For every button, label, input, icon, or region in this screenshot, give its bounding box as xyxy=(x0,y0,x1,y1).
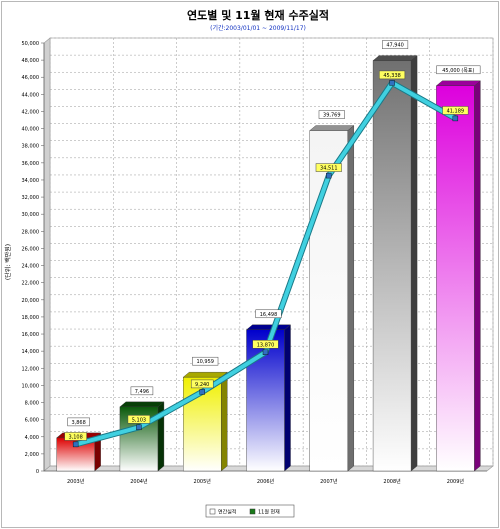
line-value-box xyxy=(252,340,279,349)
bar xyxy=(309,130,348,472)
line-value-box xyxy=(64,432,87,441)
data-labels: 3,868 7,496 10,959 16,498 39,769 47,940 45,000… xyxy=(64,40,481,441)
line-value-label: 9,240 xyxy=(195,382,209,388)
line-value-label: 5,103 xyxy=(132,417,146,423)
bar xyxy=(372,60,412,472)
bar-value-label: 7,496 xyxy=(135,389,149,395)
chart-subtitle: (기간:2003/01/01 ~ 2009/11/17) xyxy=(210,24,306,32)
y-tick-label: 14,000 xyxy=(22,349,40,355)
bar-side xyxy=(474,80,481,472)
line-value-label: 45,338 xyxy=(383,73,401,79)
line-point xyxy=(72,441,79,448)
bar-top xyxy=(309,125,355,131)
y-tick-label: 48,000 xyxy=(22,58,40,64)
bar-top xyxy=(245,324,292,330)
legend-label-bars: 연간실적 xyxy=(218,509,236,516)
line-series xyxy=(72,79,459,448)
line-point xyxy=(389,80,395,86)
y-tick-label: 46,000 xyxy=(22,75,40,81)
y-tick-label: 12,000 xyxy=(22,366,40,372)
line-point xyxy=(199,389,205,395)
y-tick-label: 36,000 xyxy=(22,161,40,167)
legend-label-line: 11월 현재 xyxy=(258,509,280,516)
bar-side xyxy=(347,125,354,472)
line-value-label: 3,108 xyxy=(68,434,82,440)
y-tick-label: 26,000 xyxy=(22,246,40,252)
bar-value-box xyxy=(318,110,345,119)
bar-value-box xyxy=(130,386,154,396)
line-point xyxy=(452,115,459,122)
bar-value-label: 16,498 xyxy=(260,312,278,318)
bar-top xyxy=(435,80,481,87)
line-point xyxy=(262,349,269,355)
bar-top xyxy=(182,371,228,378)
line-value-box xyxy=(442,106,469,115)
line-value-label: 13,870 xyxy=(257,342,275,348)
legend: 연간실적 11월 현재 xyxy=(205,504,295,518)
line-point xyxy=(326,172,332,179)
x-tick-label: 2004년 xyxy=(130,478,148,485)
y-tick-label: 28,000 xyxy=(22,229,40,235)
legend-swatch-bars xyxy=(209,508,216,515)
bar-top xyxy=(372,55,418,61)
tick-labels: 0 2,000 4,000 6,000 8,000 10,000 12,000 14,000 1… xyxy=(22,41,465,485)
line-point xyxy=(136,424,142,431)
chart-title: 연도별 및 11월 현재 수주실적 xyxy=(187,8,329,22)
bar-value-box xyxy=(255,309,282,319)
y-axis-label: (단위: 백만원) xyxy=(4,244,12,280)
bar-value-box xyxy=(436,65,481,75)
y-tick-label: 32,000 xyxy=(22,195,40,201)
bar-value-box xyxy=(192,356,219,366)
y-tick-label: 50,000 xyxy=(22,41,40,47)
bar-value-box xyxy=(382,40,409,49)
line-value-label: 34,511 xyxy=(320,166,338,172)
bar-value-box xyxy=(67,417,90,427)
y-tick-label: 24,000 xyxy=(22,264,40,270)
bar xyxy=(436,85,475,472)
legend-swatch-line xyxy=(249,508,256,515)
y-tick-label: 30,000 xyxy=(22,212,40,218)
line-value-box xyxy=(379,70,406,80)
bar-value-label: 45,000 (목표) xyxy=(442,68,474,74)
x-tick-label: 2008년 xyxy=(383,478,401,485)
y-tick-label: 16,000 xyxy=(22,332,40,338)
y-tick-label: 2,000 xyxy=(25,452,39,458)
line-value-box xyxy=(315,163,342,172)
y-tick-label: 8,000 xyxy=(25,401,39,407)
bars xyxy=(56,55,481,472)
y-tick-label: 6,000 xyxy=(25,418,39,424)
bar-side xyxy=(284,324,291,472)
bar-value-label: 39,769 xyxy=(323,113,341,119)
x-tick-label: 2003년 xyxy=(67,478,85,485)
x-tick-label: 2009년 xyxy=(447,478,465,485)
y-tick-label: 42,000 xyxy=(22,109,40,115)
x-tick-label: 2006년 xyxy=(257,478,275,485)
y-tick-label: 10,000 xyxy=(22,383,40,389)
bar-value-label: 3,868 xyxy=(71,420,85,426)
y-tick-label: 22,000 xyxy=(22,281,40,287)
line-value-label: 41,189 xyxy=(447,108,465,114)
y-tick-label: 4,000 xyxy=(25,435,39,441)
y-tick-label: 0 xyxy=(36,469,39,475)
y-tick-label: 18,000 xyxy=(22,315,40,321)
bar-side xyxy=(221,371,228,472)
y-tick-label: 44,000 xyxy=(22,92,40,98)
x-tick-label: 2005년 xyxy=(194,478,212,485)
line-value-box xyxy=(127,415,151,424)
line-value-box xyxy=(190,379,214,389)
x-tick-label: 2007년 xyxy=(320,478,338,485)
bar-value-label: 47,940 xyxy=(386,43,404,49)
y-tick-label: 40,000 xyxy=(22,127,40,133)
y-tick-label: 34,000 xyxy=(22,178,40,184)
y-tick-label: 38,000 xyxy=(22,144,40,150)
plot-side-wall xyxy=(43,37,51,472)
bar-value-label: 10,959 xyxy=(196,359,214,365)
y-tick-label: 20,000 xyxy=(22,298,40,304)
bar-top xyxy=(119,401,165,408)
bar-side xyxy=(410,55,418,472)
